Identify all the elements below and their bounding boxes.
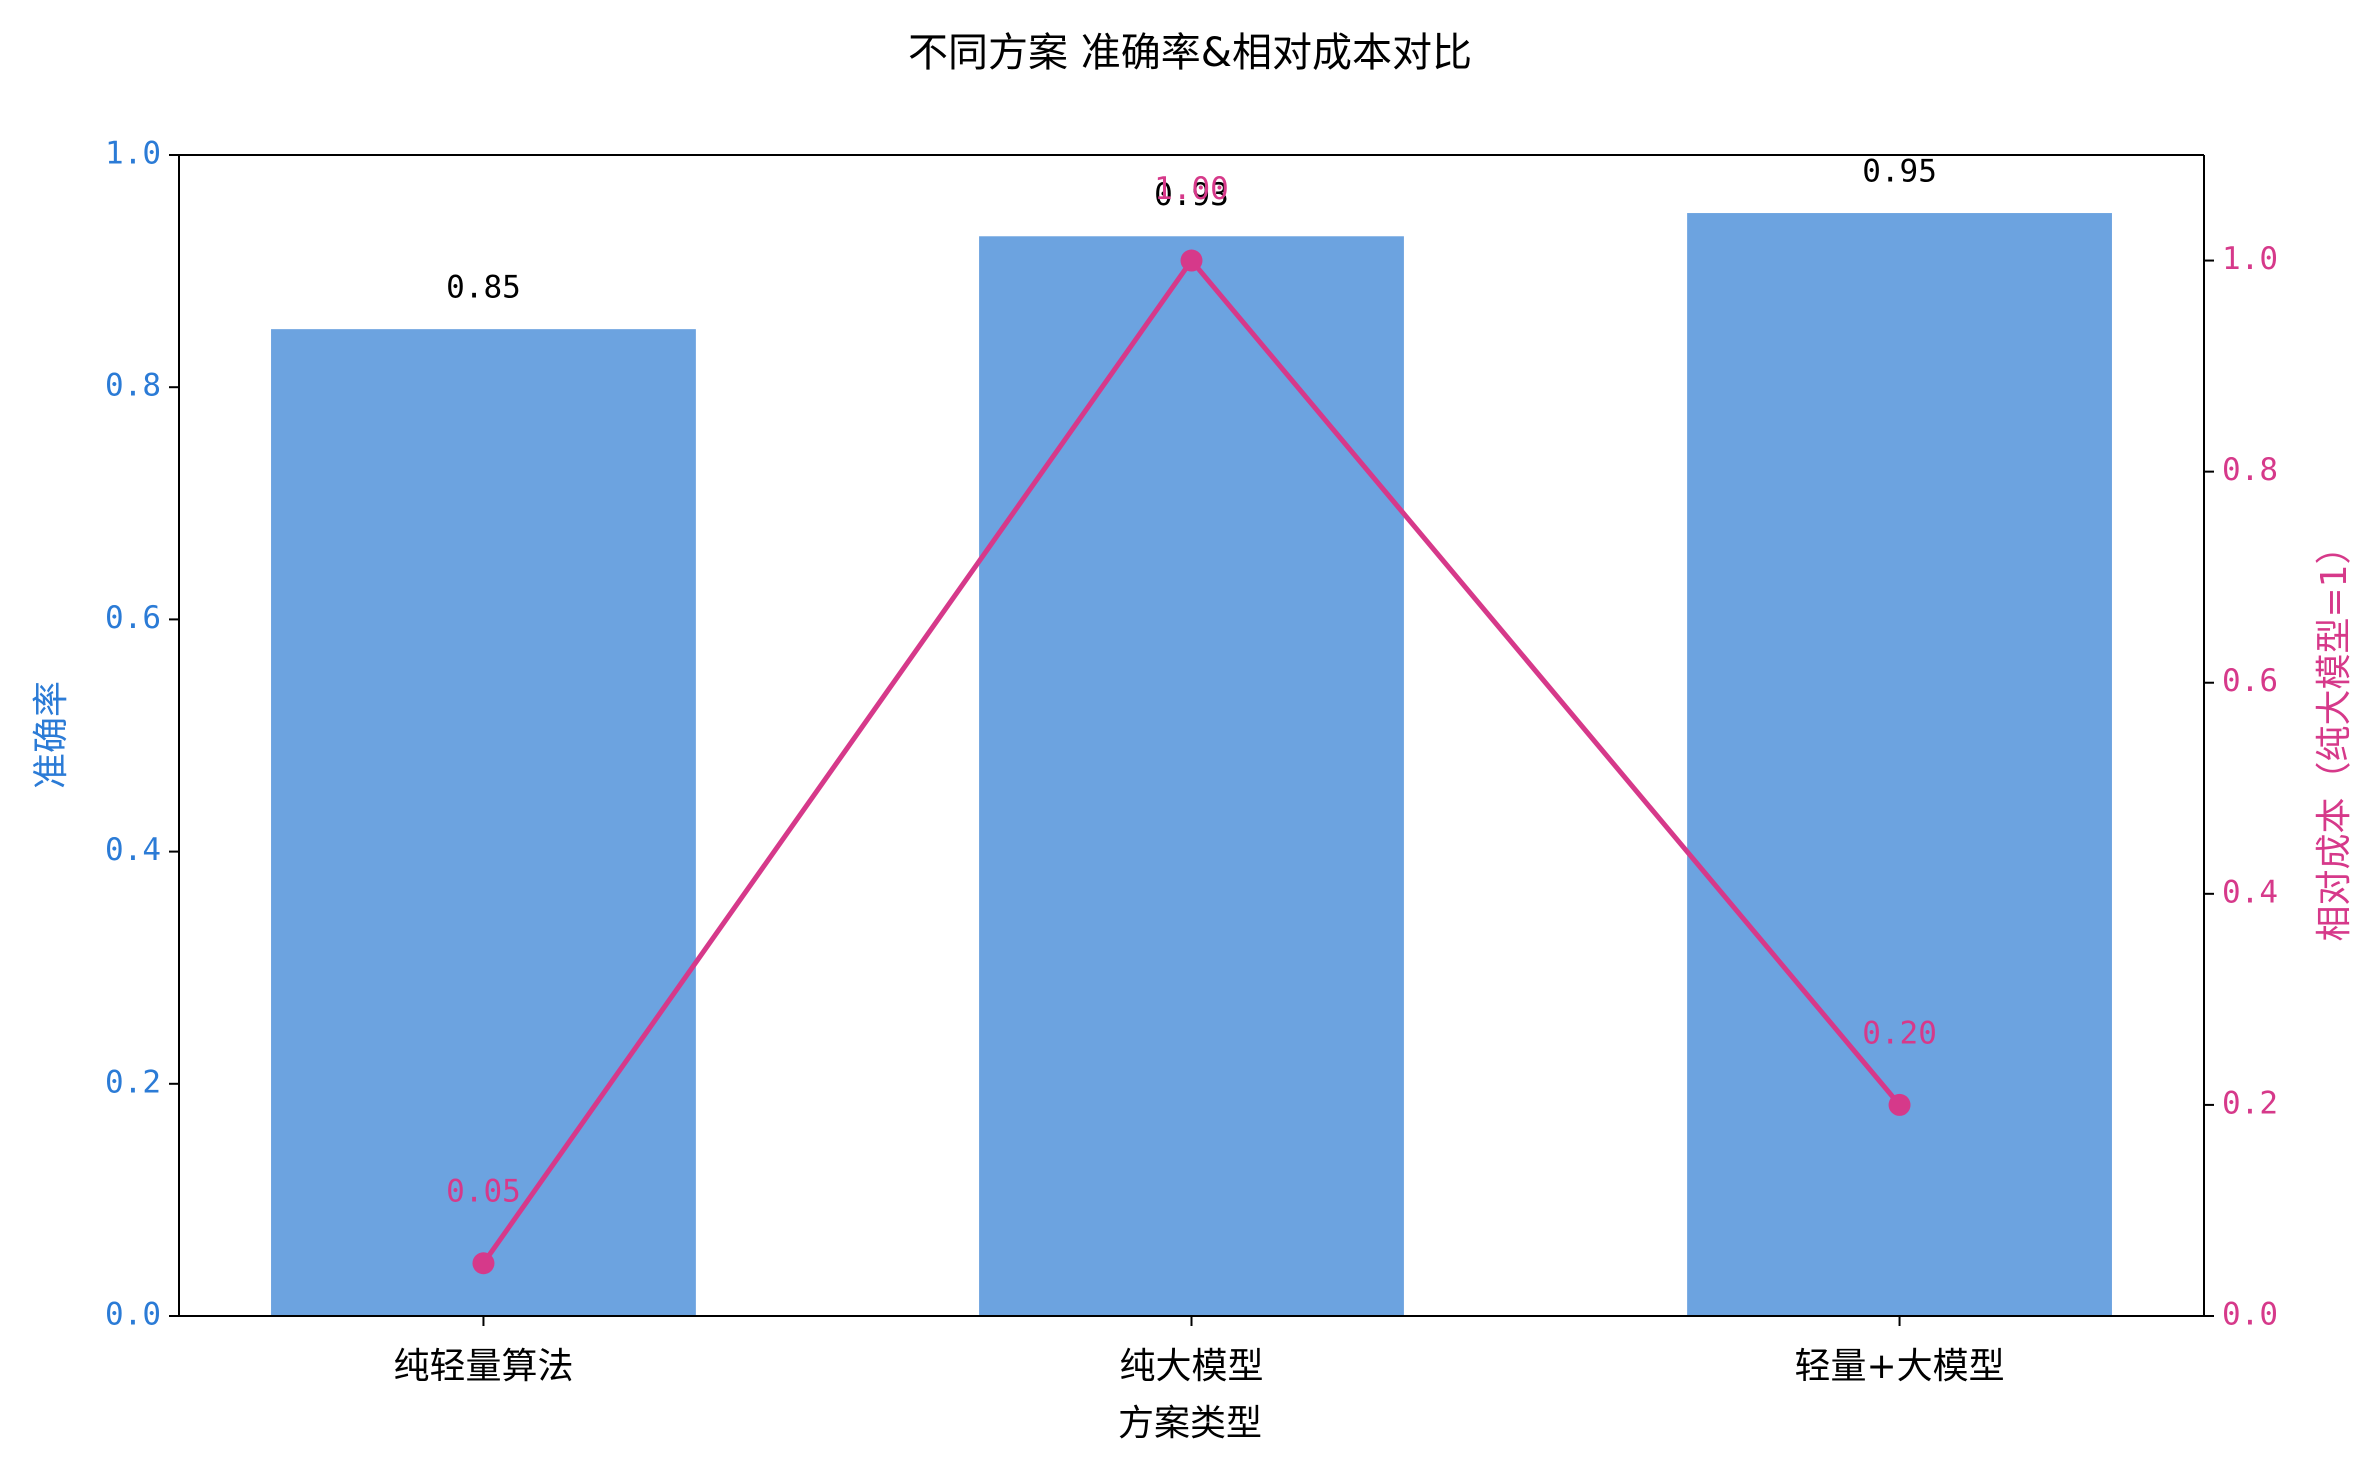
y-tick-label: 0.4 — [105, 832, 161, 868]
y2-tick-label: 0.8 — [2222, 452, 2278, 488]
y2-tick-label: 0.0 — [2222, 1297, 2278, 1333]
y-tick-label: 1.0 — [105, 136, 161, 172]
line-value-label: 0.20 — [1862, 1015, 1937, 1051]
x-tick-label: 纯轻量算法 — [393, 1346, 573, 1387]
line-value-label: 0.05 — [446, 1174, 521, 1210]
chart-title: 不同方案 准确率&相对成本对比 — [908, 30, 1472, 76]
bar — [1687, 213, 2112, 1316]
y2-tick-label: 0.6 — [2222, 663, 2278, 699]
y-tick-label: 0.0 — [105, 1297, 161, 1333]
x-tick-label: 轻量+大模型 — [1794, 1346, 2004, 1387]
y2-tick-label: 1.0 — [2222, 241, 2278, 277]
bar-value-label: 0.93 — [1154, 177, 1229, 213]
y-tick-label: 0.8 — [105, 368, 161, 404]
line-marker — [472, 1252, 495, 1275]
bar — [271, 329, 696, 1316]
y2-tick-label: 0.2 — [2222, 1085, 2278, 1121]
line-marker — [1180, 249, 1203, 272]
y2-axis-label: 相对成本（纯大模型=1） — [2314, 528, 2355, 941]
bar — [979, 236, 1404, 1316]
bar-value-label: 0.95 — [1862, 154, 1937, 190]
y2-tick-label: 0.4 — [2222, 874, 2278, 910]
y-tick-label: 0.2 — [105, 1064, 161, 1100]
y-tick-label: 0.6 — [105, 600, 161, 636]
line-marker — [1888, 1093, 1911, 1116]
line-value-label: 1.00 — [1154, 171, 1229, 207]
bar-value-label: 0.85 — [446, 270, 521, 306]
y-axis-label: 准确率 — [31, 681, 72, 789]
x-tick-label: 纯大模型 — [1119, 1346, 1263, 1387]
x-axis-label: 方案类型 — [1118, 1403, 1262, 1444]
